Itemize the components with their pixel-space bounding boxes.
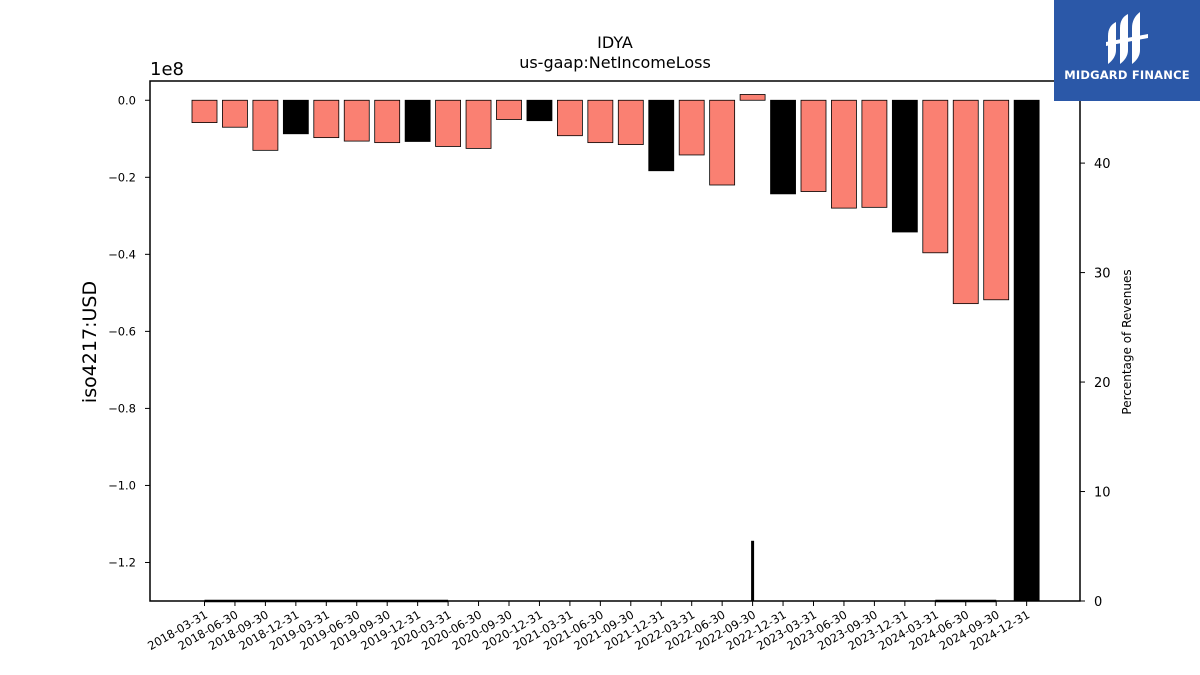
bar [374, 99, 401, 144]
bar [800, 99, 827, 192]
bar [617, 99, 644, 145]
y-tick-label: −0.2 [108, 170, 136, 184]
chart-title: IDYA [597, 33, 633, 52]
y2-tick-label: 30 [1094, 267, 1111, 282]
bar [222, 99, 248, 128]
bars-group [191, 94, 1040, 602]
y-tick-label: 0.0 [118, 93, 136, 107]
y-offset-label: 1e8 [150, 59, 184, 80]
y-tick-label: −0.8 [108, 401, 136, 415]
y2-axis-label: Percentage of Revenues [1120, 269, 1134, 414]
bar [435, 99, 462, 147]
plot-frame [149, 80, 1081, 602]
x-axis-ticks: 2018-03-312018-06-302018-09-302018-12-31… [145, 601, 1032, 653]
bar [313, 99, 340, 139]
bar [557, 99, 583, 137]
y-tick-label: −0.4 [108, 247, 136, 261]
bar [191, 99, 218, 124]
bar [648, 99, 675, 172]
logo-text: MIDGARD FINANCE [1064, 68, 1190, 82]
logo-mark-icon [1106, 12, 1148, 64]
bar [922, 99, 949, 254]
bar [831, 99, 857, 209]
y2-axis-ticks: 0 10 20 30 40 [1080, 157, 1111, 610]
y-axis-ticks: 0.0 −0.2 −0.4 −0.6 −0.8 −1.0 −1.2 [108, 93, 150, 569]
bar [343, 99, 370, 142]
bar [891, 99, 918, 233]
bar [587, 99, 614, 144]
y2-tick-label: 10 [1094, 486, 1111, 501]
y2-tick-label: 20 [1094, 376, 1111, 391]
bar [983, 99, 1010, 301]
bar [252, 99, 279, 151]
bar [952, 99, 979, 305]
y-tick-label: −1.0 [108, 478, 136, 492]
bar [404, 99, 431, 142]
bar [709, 99, 736, 186]
y2-tick-label: 0 [1094, 595, 1102, 610]
y-tick-label: −1.2 [108, 555, 136, 569]
bar [282, 99, 309, 135]
y2-tick-label: 40 [1094, 157, 1111, 172]
y-axis-label: iso4217:USD [79, 281, 101, 403]
bar [770, 99, 796, 195]
bar [526, 99, 553, 122]
bar [496, 99, 522, 120]
y-tick-label: −0.6 [108, 324, 136, 338]
chart-subtitle: us-gaap:NetIncomeLoss [519, 53, 711, 72]
bar [739, 94, 766, 101]
percentage-line-group [204, 540, 997, 603]
bar [678, 99, 705, 156]
midgard-finance-logo: MIDGARD FINANCE [1054, 0, 1200, 101]
bar [861, 99, 888, 208]
bar [1013, 99, 1040, 602]
bar [465, 99, 492, 149]
